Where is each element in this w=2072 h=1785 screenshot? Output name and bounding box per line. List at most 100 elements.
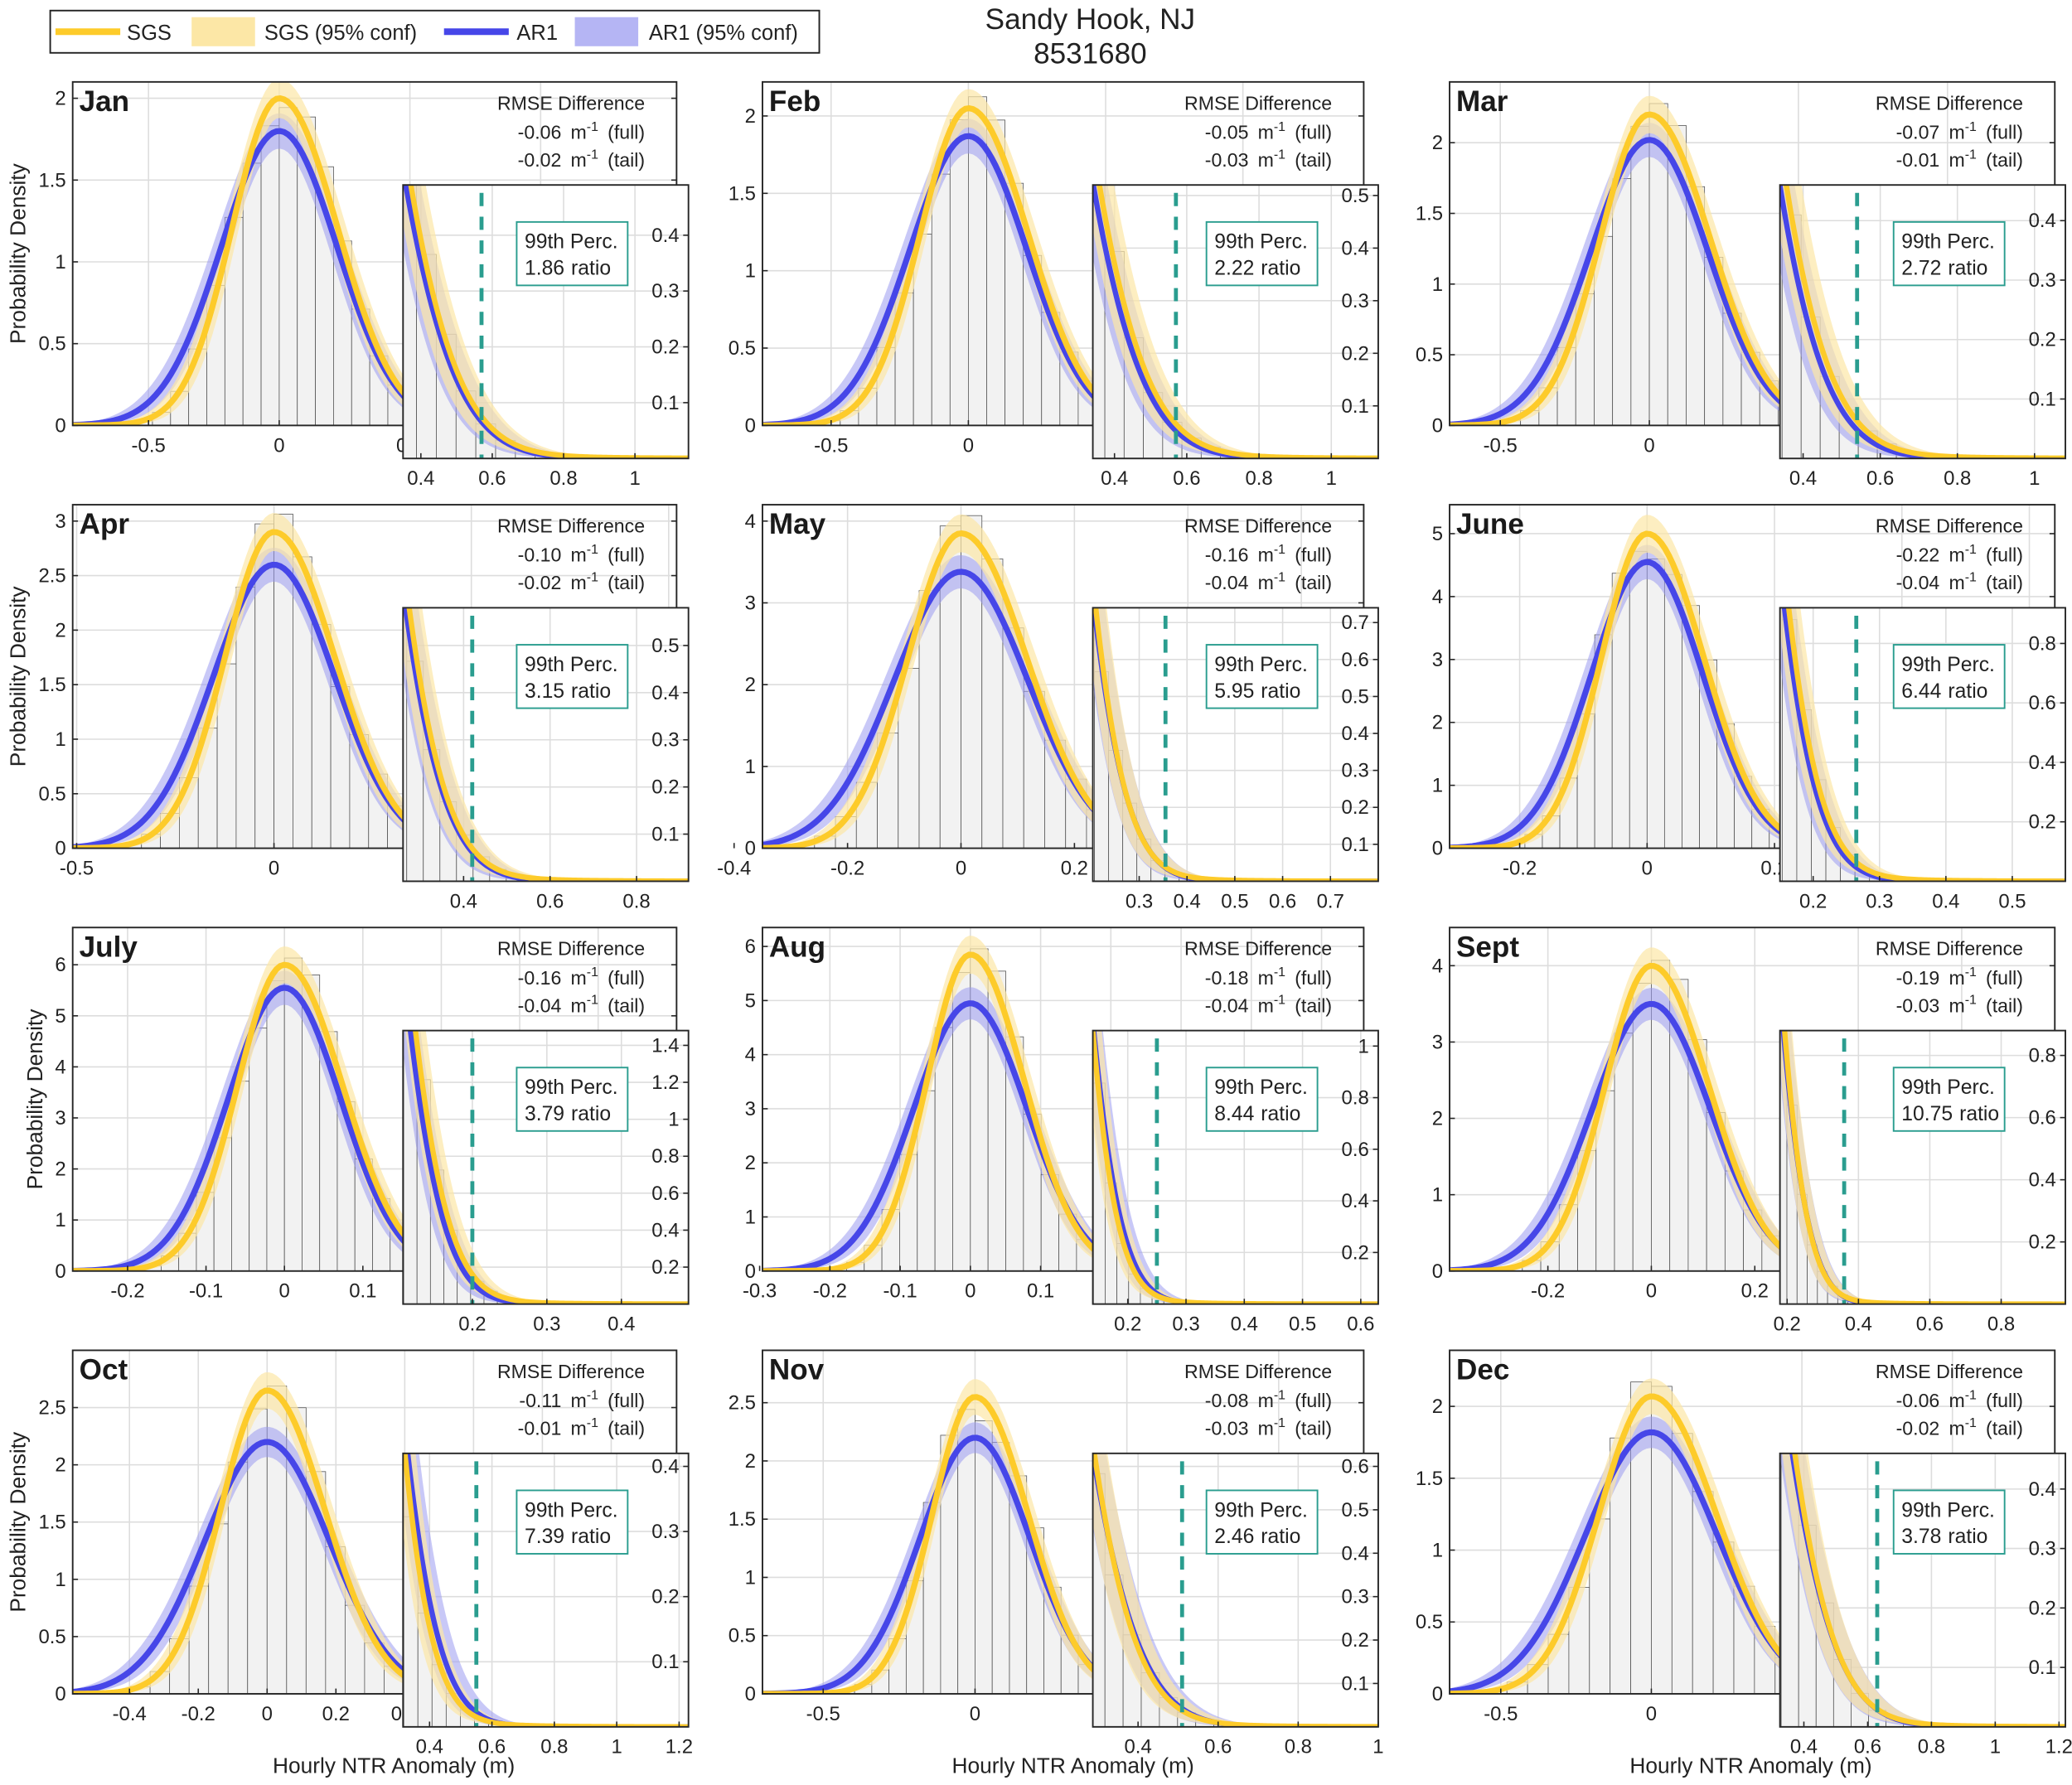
y-axis-label: Probability Density [22,1009,47,1190]
x-tick-label: 0.8 [1245,467,1272,490]
ratio-value: 3.15 [525,680,564,703]
rmse-full-text: -0.08 m-1 (full) [1205,1388,1332,1411]
rmse-value: -0.11 [519,1390,561,1411]
y-tick-label: 2 [745,1450,756,1473]
y-tick-label: 1.2 [651,1071,679,1094]
y-tick-label: 0.5 [38,783,65,805]
ratio-suffix: ratio [571,680,611,703]
y-tick-label: 0.6 [1342,649,1369,671]
y-tick-label: 4 [745,510,756,533]
y-tick-label: 0.2 [1342,796,1369,819]
plot-area [72,1350,677,1694]
ratio-suffix: ratio [1948,258,1987,280]
rmse-scope-tag: (full) [608,544,645,566]
y-tick-label: 0.2 [651,336,679,359]
month-label: Feb [769,85,821,118]
y-tick-label: 0 [55,838,65,860]
rmse-unit-exponent: -1 [1274,1388,1285,1402]
y-tick-label: 0.4 [1342,1190,1369,1212]
ratio-suffix: ratio [1261,1103,1300,1125]
rmse-full-text: -0.10 m-1 (full) [518,543,645,566]
ratio-value: 2.72 [1901,258,1941,280]
x-tick-label: 1 [1990,1736,2001,1758]
x-tick-label: 0.6 [1204,1736,1232,1758]
y-tick-label: 0.5 [729,1625,756,1647]
rmse-value: -0.16 [1205,544,1249,566]
y-tick-label: 1.5 [1416,1468,1443,1490]
percentile-label: 99th Perc. [525,1076,618,1099]
y-tick-label: 0.1 [2029,388,2056,410]
y-tick-label: 3 [745,592,756,614]
x-tick-label: 0 [956,857,966,879]
x-tick-label: 1 [1372,1736,1383,1758]
x-tick-label: -0.5 [60,857,94,879]
y-tick-label: 0.4 [651,682,679,704]
x-axis-label: Hourly NTR Anomaly (m) [1629,1754,1871,1778]
plot-area [72,505,677,849]
x-tick-label: 1 [629,467,640,490]
y-tick-label: 0.3 [1342,290,1369,312]
x-axis-label: Hourly NTR Anomaly (m) [952,1754,1194,1778]
month-label: July [80,931,138,963]
y-tick-label: 0.3 [2029,269,2056,292]
rmse-value: -0.04 [1205,994,1249,1016]
month-label: Dec [1456,1354,1509,1386]
rmse-scope-tag: (tail) [1986,149,2023,171]
y-tick-label: 0.3 [651,1521,679,1543]
x-tick-label: 0 [965,1280,975,1303]
percentile-label: 99th Perc. [525,231,618,254]
legend-ar1-band-swatch [574,17,639,46]
rmse-unit-exponent: -1 [1965,571,1977,585]
sgs-confidence-band [72,81,677,426]
rmse-scope-tag: (tail) [1295,1417,1332,1439]
histogram-bar [1630,125,1650,426]
y-tick-label: 2 [1432,1396,1443,1418]
x-tick-label: 0.6 [478,1736,506,1758]
y-tick-label: 0.3 [651,729,679,752]
x-tick-label: 0.5 [1221,890,1248,912]
inset-frame [1092,184,1379,460]
inset-frame [402,1452,690,1728]
y-tick-label: 2 [1432,712,1443,734]
rmse-unit-exponent: -1 [587,994,598,1008]
rmse-full-text: -0.07 m-1 (full) [1896,120,2023,143]
y-tick-label: 2 [55,1454,65,1477]
sgs-confidence-band [1450,515,2055,849]
x-tick-label: 0.4 [1101,467,1128,490]
x-tick-label: 0 [970,1703,980,1725]
ar1-confidence-band [72,970,677,1271]
month-label: Sept [1456,931,1519,963]
rmse-value: -0.01 [518,1417,562,1439]
ratio-suffix: ratio [571,1103,611,1125]
y-tick-label: 1 [745,260,756,283]
rmse-unit-exponent: -1 [1274,571,1285,585]
x-tick-label: 1 [2029,467,2040,490]
month-label: June [1456,508,1524,540]
rmse-scope-tag: (tail) [1295,572,1332,593]
y-tick-label: 4 [745,1044,756,1067]
ratio-suffix: ratio [1261,680,1300,703]
legend-sgs-band-swatch [191,17,255,46]
y-tick-label: 0 [745,1683,756,1705]
y-tick-label: 0 [745,414,756,437]
y-tick-label: 0.1 [651,824,679,846]
panel-may: -0.4 -0.2 0 0.2 0.4 0.6 0 1 2 3 4 May RMSE Differenc… [717,504,1379,912]
month-label: Aug [769,931,825,963]
x-tick-label: -0.2 [110,1280,144,1303]
rmse-value: -0.01 [1896,149,1940,171]
y-tick-label: 0 [1432,1683,1443,1705]
y-tick-label: 6 [55,954,65,976]
rmse-scope-tag: (full) [608,1390,645,1411]
y-tick-label: 5 [745,989,756,1012]
percentile-label: 99th Perc. [1901,654,1995,676]
rmse-unit: m [1949,149,1964,171]
rmse-value: -0.02 [518,149,562,171]
ratio-suffix: ratio [1261,1526,1300,1548]
y-tick-label: 1 [1432,273,1443,296]
rmse-value: -0.02 [518,572,562,593]
rmse-unit: m [1258,967,1274,989]
x-tick-label: -0.2 [182,1703,215,1725]
histogram-bar [1614,1033,1634,1271]
rmse-scope-tag: (tail) [1986,1417,2023,1439]
